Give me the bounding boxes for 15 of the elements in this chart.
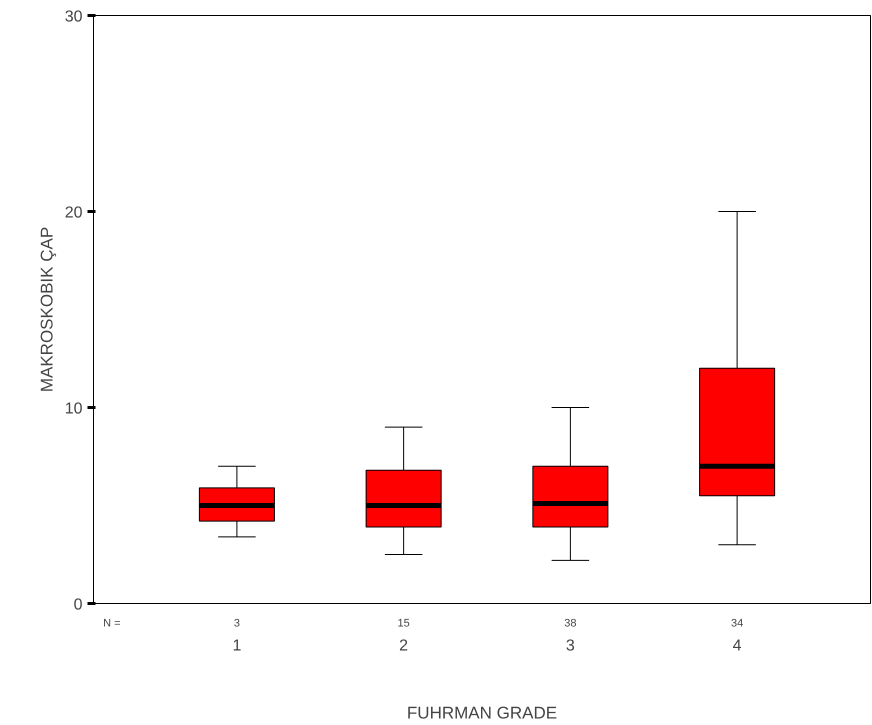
text: 34: [730, 618, 744, 630]
x-axis-title: FUHRMAN GRADE: [406, 704, 558, 722]
text: 38: [564, 618, 577, 630]
y-tick-label: 10: [64, 400, 83, 418]
x-tick-label: 3: [566, 638, 575, 654]
text: 15: [398, 618, 410, 630]
x-tick-label: 1: [232, 638, 242, 654]
text: 3: [234, 618, 240, 630]
y-tick-label: 30: [64, 8, 83, 26]
y-tick-label: 20: [64, 204, 83, 222]
y-tick-label: 0: [74, 596, 83, 614]
x-tick-label: 2: [399, 638, 408, 654]
y-axis-title: MAKROSKOBIK ÇAP: [38, 226, 57, 392]
x-tick-label: 4: [732, 638, 742, 654]
text: N =: [103, 618, 121, 630]
